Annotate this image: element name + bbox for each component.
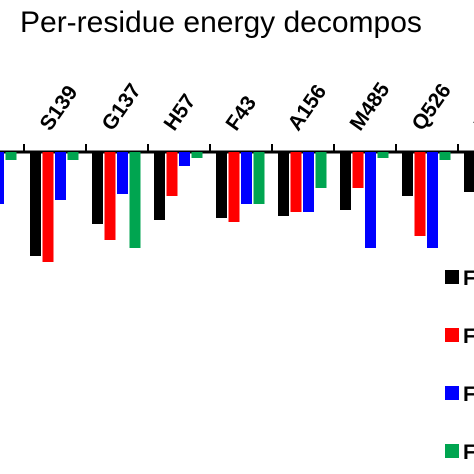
bar	[216, 152, 227, 218]
bar	[464, 152, 474, 192]
bar	[427, 152, 438, 248]
bar	[55, 152, 66, 200]
category-label: A156	[284, 81, 332, 135]
bar	[414, 152, 426, 236]
bar	[352, 152, 364, 188]
bar	[365, 152, 376, 248]
bar	[315, 152, 327, 188]
bar	[5, 152, 17, 160]
bar	[129, 152, 141, 248]
axis-ticks	[23, 144, 459, 152]
bar	[154, 152, 165, 220]
bar	[104, 152, 116, 240]
bar	[92, 152, 103, 224]
bar	[253, 152, 265, 204]
category-label: Q526	[408, 80, 456, 135]
category-label: S139	[36, 81, 83, 134]
category-tick-labels: 6S139G137H57F43A156M485Q526R	[36, 78, 474, 135]
legend-label: F	[463, 383, 474, 406]
legend-label: F	[463, 267, 474, 290]
bar	[340, 152, 351, 210]
bar	[241, 152, 252, 204]
category-label: F43	[222, 92, 262, 135]
bar	[402, 152, 413, 196]
legend-label: F	[463, 325, 474, 348]
bar	[166, 152, 178, 196]
legend-swatch	[445, 444, 459, 458]
bar	[303, 152, 314, 212]
bar	[191, 152, 203, 158]
legend: F F F F	[445, 267, 474, 464]
legend-swatch	[445, 270, 459, 284]
bar	[67, 152, 79, 160]
category-label: G137	[98, 80, 146, 135]
bars	[0, 152, 474, 262]
category-label: M485	[346, 78, 395, 134]
category-label: R	[470, 109, 474, 135]
bar	[290, 152, 302, 212]
bar	[439, 152, 451, 160]
legend-swatch	[445, 328, 459, 342]
legend-swatch	[445, 386, 459, 400]
bar	[377, 152, 389, 158]
bar	[179, 152, 190, 166]
bar	[228, 152, 240, 222]
bar	[42, 152, 54, 262]
legend-label: F	[463, 441, 474, 464]
bar	[278, 152, 289, 216]
bar	[117, 152, 128, 194]
category-label: H57	[160, 90, 201, 135]
bar	[0, 152, 4, 204]
chart-title: Per-residue energy decompos	[20, 6, 422, 39]
bar	[30, 152, 41, 256]
